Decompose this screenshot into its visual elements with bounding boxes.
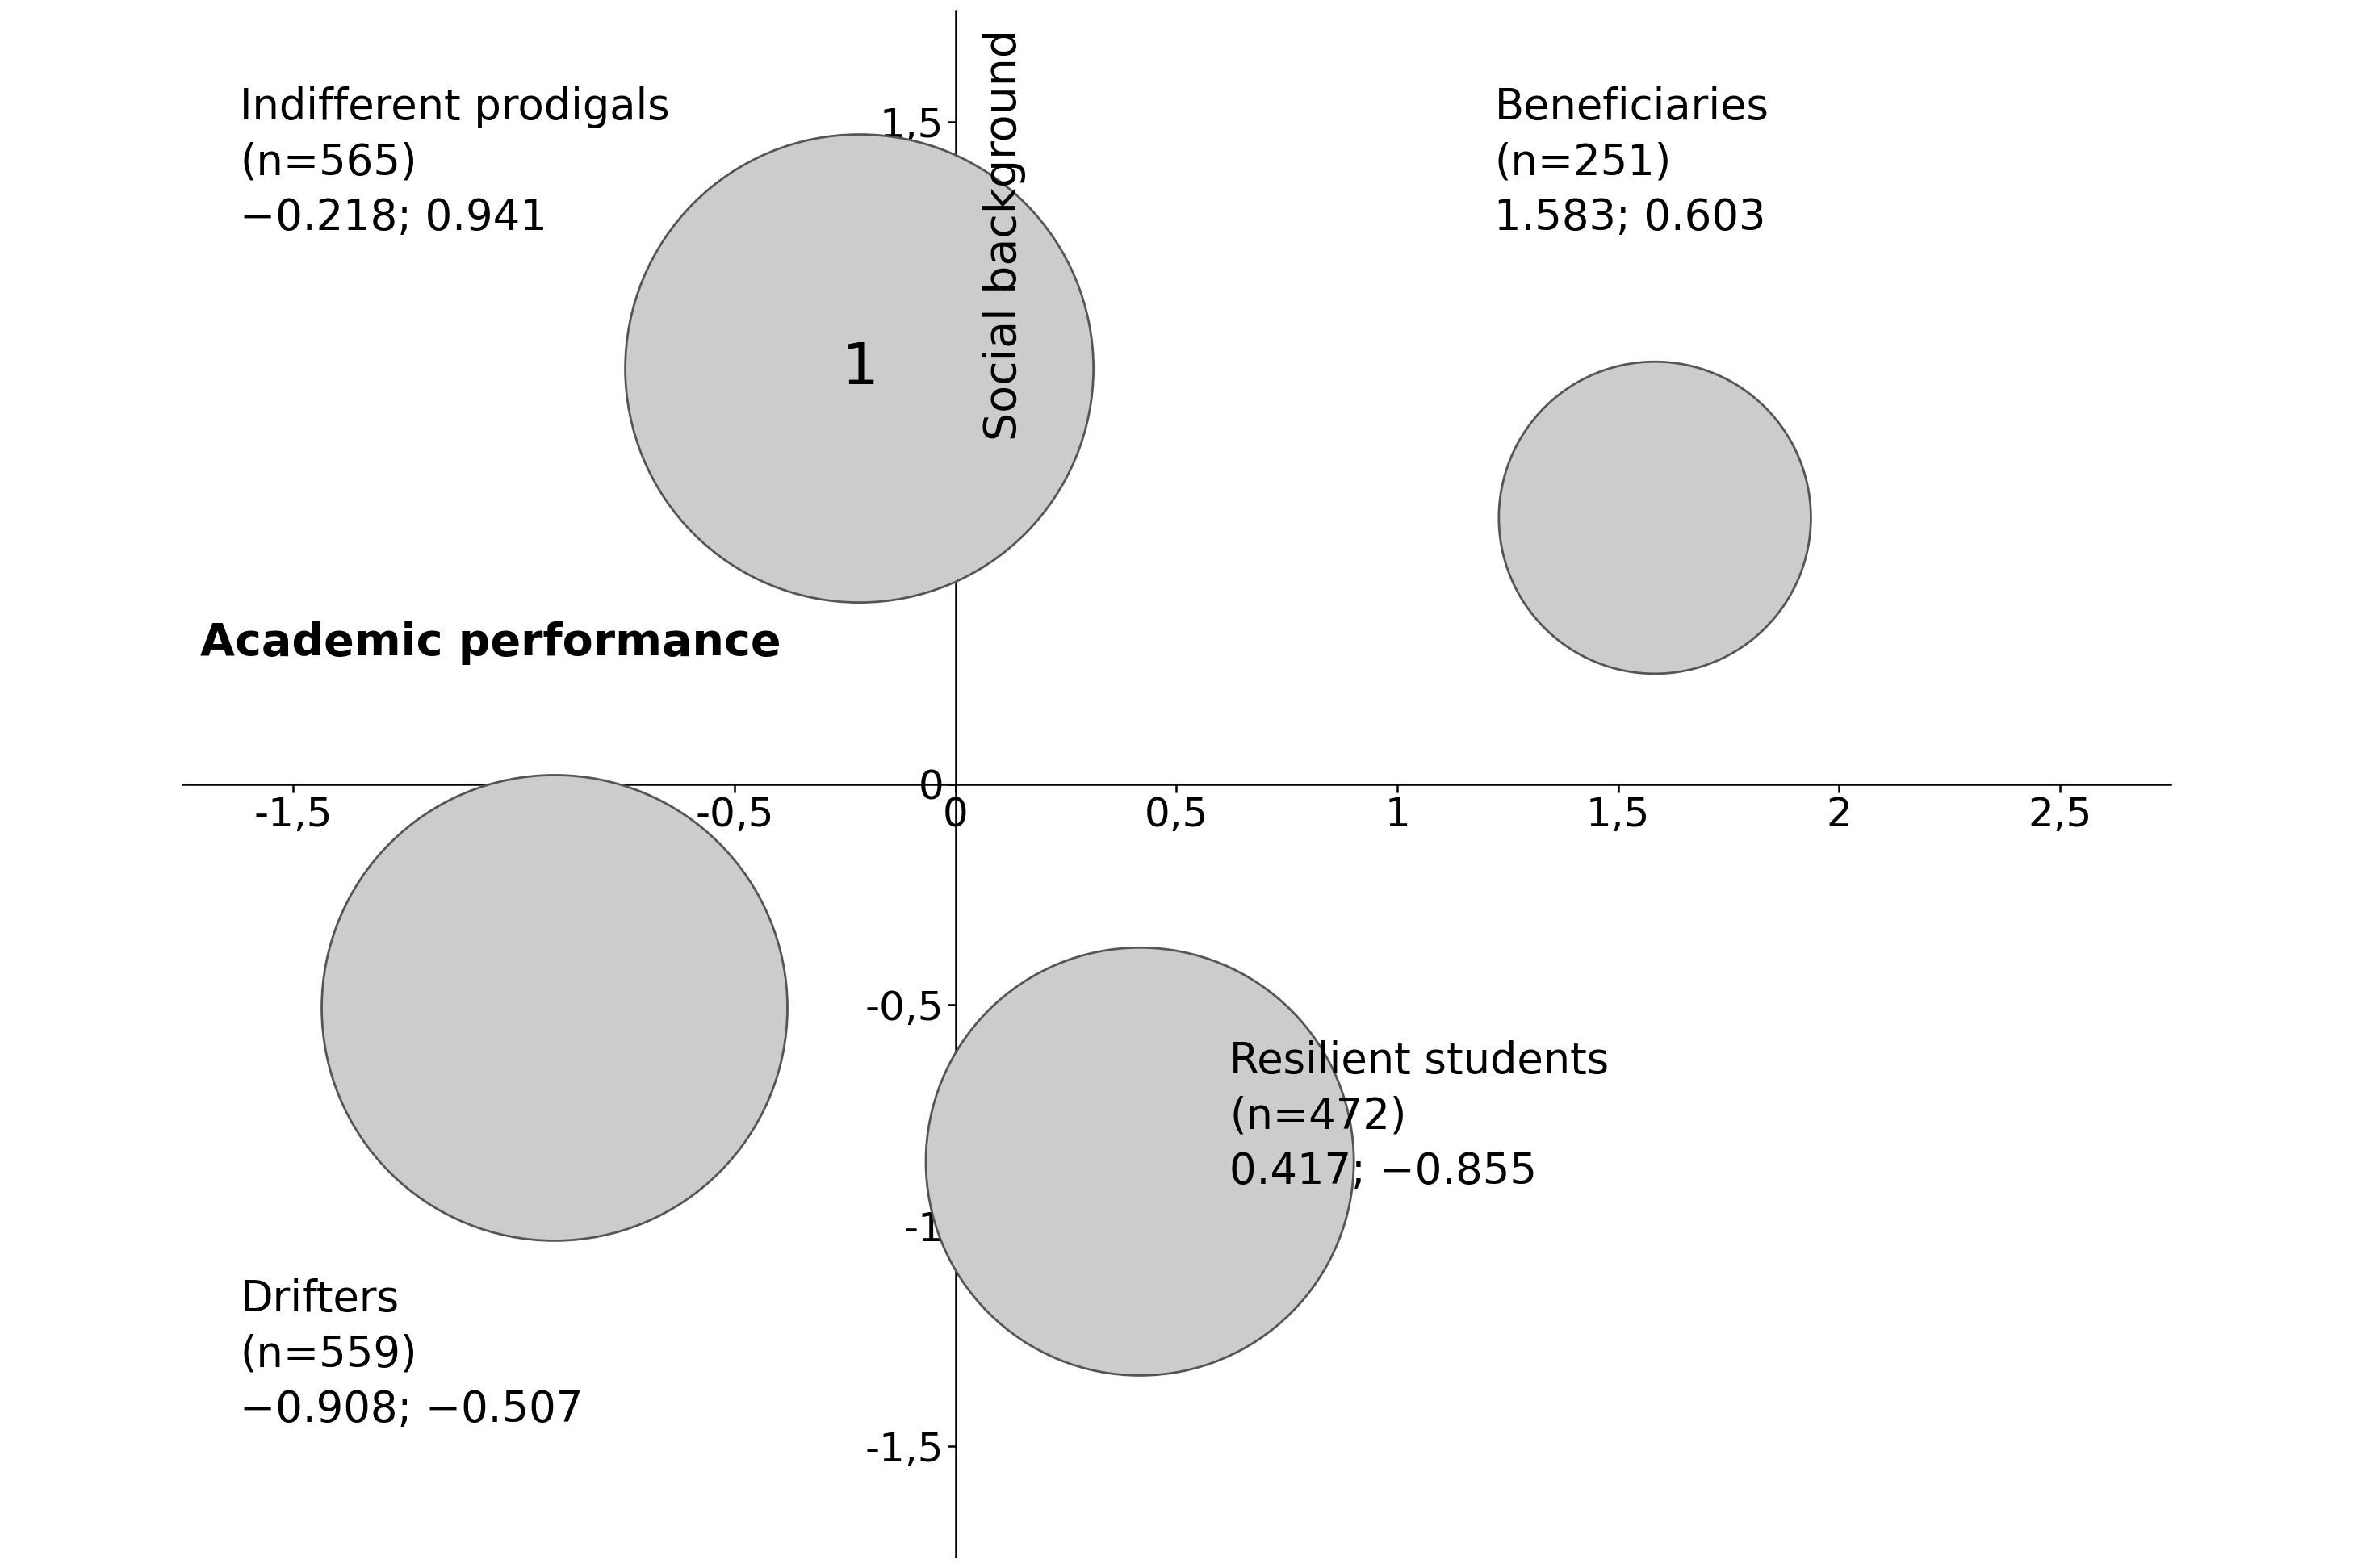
Circle shape: [1499, 362, 1812, 674]
Text: Beneficiaries
(n=251)
1.583; 0.603: Beneficiaries (n=251) 1.583; 0.603: [1494, 86, 1769, 238]
Text: Social background: Social background: [981, 28, 1026, 441]
Text: Drifters
(n=559)
−0.908; −0.507: Drifters (n=559) −0.908; −0.507: [240, 1278, 584, 1432]
Text: Indifferent prodigals
(n=565)
−0.218; 0.941: Indifferent prodigals (n=565) −0.218; 0.…: [240, 86, 671, 238]
Circle shape: [925, 947, 1353, 1375]
Text: Academic performance: Academic performance: [200, 621, 781, 665]
Circle shape: [322, 775, 788, 1240]
Text: Resilient students
(n=472)
0.417; −0.855: Resilient students (n=472) 0.417; −0.855: [1231, 1040, 1609, 1193]
Circle shape: [626, 135, 1094, 602]
Text: 1: 1: [840, 340, 878, 397]
